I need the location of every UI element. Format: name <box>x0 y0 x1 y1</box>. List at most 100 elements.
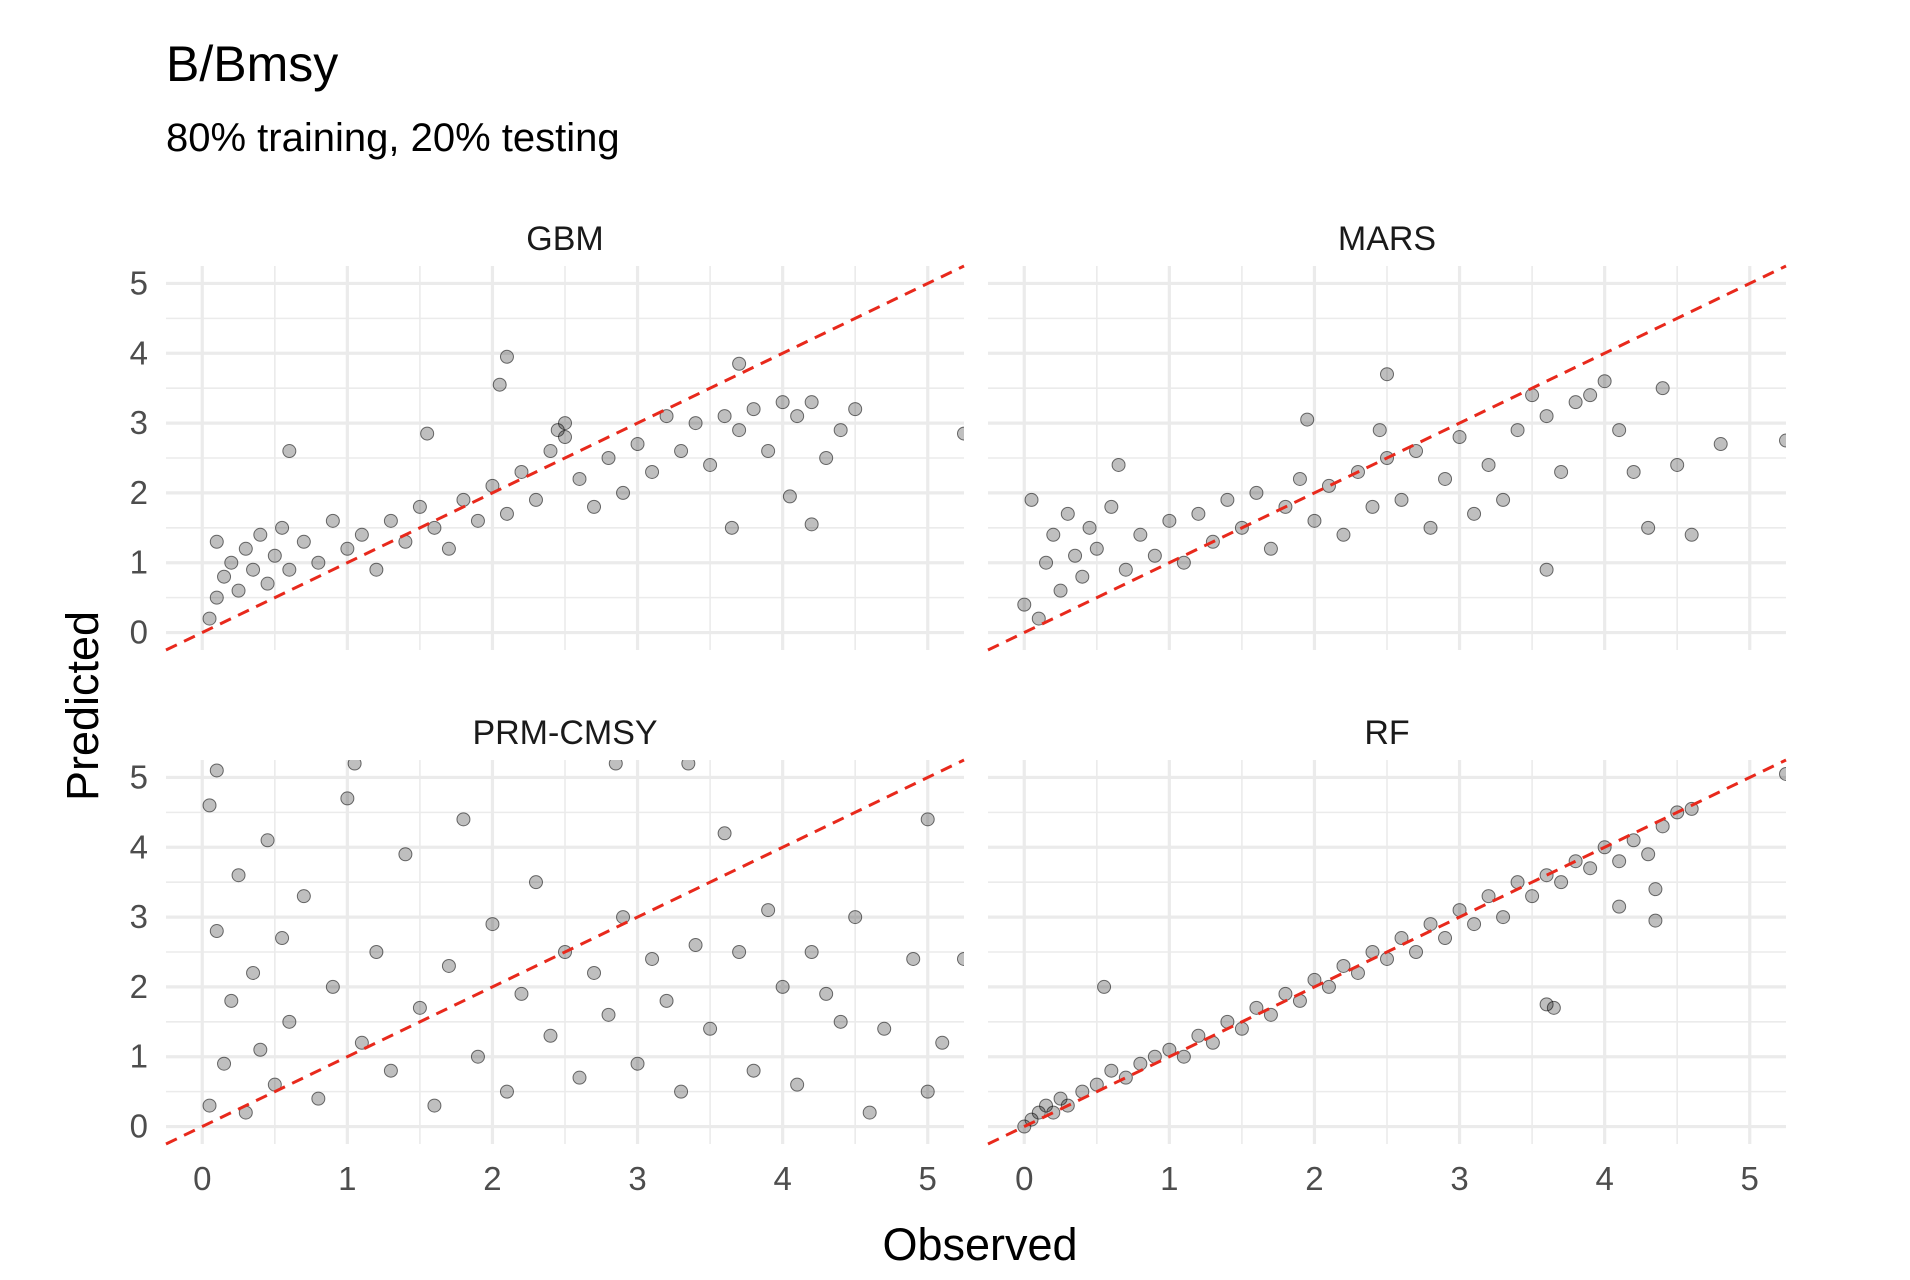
data-point <box>1496 492 1511 507</box>
data-point <box>1641 520 1656 535</box>
data-point <box>688 938 703 953</box>
data-point <box>1133 527 1148 542</box>
data-point <box>347 760 362 771</box>
data-point <box>703 457 718 472</box>
data-point <box>1684 801 1699 816</box>
data-point <box>383 1063 398 1078</box>
data-point <box>1467 917 1482 932</box>
data-point <box>717 826 732 841</box>
data-point <box>1300 412 1315 427</box>
data-point <box>558 430 572 445</box>
data-point <box>499 1084 514 1099</box>
data-point <box>1039 555 1054 570</box>
y-tick-label: 4 <box>130 334 148 371</box>
data-point <box>558 416 572 431</box>
data-point <box>1082 520 1097 535</box>
data-point <box>1612 899 1627 914</box>
data-point <box>267 548 282 563</box>
data-point <box>1452 430 1467 445</box>
data-point <box>703 1021 718 1036</box>
data-point <box>1612 854 1627 869</box>
data-point <box>1394 931 1409 946</box>
data-point <box>775 395 790 410</box>
data-point <box>1539 868 1554 883</box>
data-point <box>1409 444 1424 459</box>
data-point <box>1278 986 1293 1001</box>
data-point <box>543 444 558 459</box>
data-point <box>1046 1105 1061 1120</box>
data-point <box>608 760 623 771</box>
data-point <box>354 527 369 542</box>
data-point <box>543 1028 558 1043</box>
x-tick-label: 0 <box>193 1160 211 1197</box>
data-point <box>1467 506 1482 521</box>
data-point <box>1118 1070 1133 1085</box>
data-point <box>1046 527 1061 542</box>
y-tick-label: 2 <box>130 968 148 1005</box>
data-point <box>1438 471 1453 486</box>
data-point <box>1380 951 1394 966</box>
data-point <box>804 945 819 959</box>
data-point <box>325 513 340 528</box>
data-point <box>572 471 587 486</box>
data-point <box>1053 1091 1068 1106</box>
data-point <box>296 534 311 549</box>
points-group <box>202 349 964 626</box>
data-point <box>674 444 689 459</box>
data-point <box>441 541 456 556</box>
data-point <box>790 409 805 424</box>
data-point <box>1626 464 1641 479</box>
data-point <box>492 377 507 392</box>
data-point <box>1321 478 1336 493</box>
data-point <box>1336 958 1351 973</box>
data-point <box>456 812 471 827</box>
x-tick-label: 2 <box>483 1160 501 1197</box>
x-tick-label: 4 <box>1595 1160 1613 1197</box>
data-point <box>1670 457 1685 472</box>
data-point <box>420 426 435 441</box>
data-point <box>1481 457 1496 472</box>
data-point <box>275 520 290 535</box>
data-point <box>1075 569 1090 584</box>
data-point <box>572 1070 587 1085</box>
data-point <box>1336 527 1351 542</box>
data-point <box>877 1021 892 1036</box>
y-tick-label: 1 <box>130 544 148 581</box>
data-point <box>1713 437 1728 452</box>
data-point <box>1496 910 1511 925</box>
data-point <box>782 489 797 504</box>
data-point <box>1655 381 1670 396</box>
data-point <box>1438 931 1453 946</box>
panel-grid <box>988 760 1786 1144</box>
data-point <box>209 763 224 778</box>
data-point <box>202 1098 217 1113</box>
facet-strip-label: GBM <box>526 220 603 258</box>
data-point <box>369 945 384 959</box>
chart-title: B/Bmsy <box>166 36 339 92</box>
data-point <box>340 791 355 806</box>
data-point <box>819 986 834 1001</box>
data-point <box>383 513 398 528</box>
data-point <box>231 583 246 598</box>
x-tick-label: 5 <box>919 1160 937 1197</box>
data-point <box>616 910 631 925</box>
data-point <box>1249 1000 1264 1015</box>
data-point <box>224 993 239 1008</box>
data-point <box>209 924 224 939</box>
data-point <box>514 464 529 479</box>
data-point <box>630 1056 645 1071</box>
data-point <box>1249 485 1264 500</box>
data-point <box>587 965 602 980</box>
data-point <box>1053 583 1068 598</box>
x-tick-label: 1 <box>338 1160 356 1197</box>
points-group <box>1017 367 1786 626</box>
y-tick-label: 1 <box>130 1038 148 1075</box>
facet-strip-label: RF <box>1364 714 1409 752</box>
data-point <box>275 931 290 946</box>
data-point <box>238 541 253 556</box>
data-point <box>732 423 747 438</box>
data-point <box>775 979 790 994</box>
data-point <box>427 520 442 535</box>
data-point <box>296 889 311 904</box>
